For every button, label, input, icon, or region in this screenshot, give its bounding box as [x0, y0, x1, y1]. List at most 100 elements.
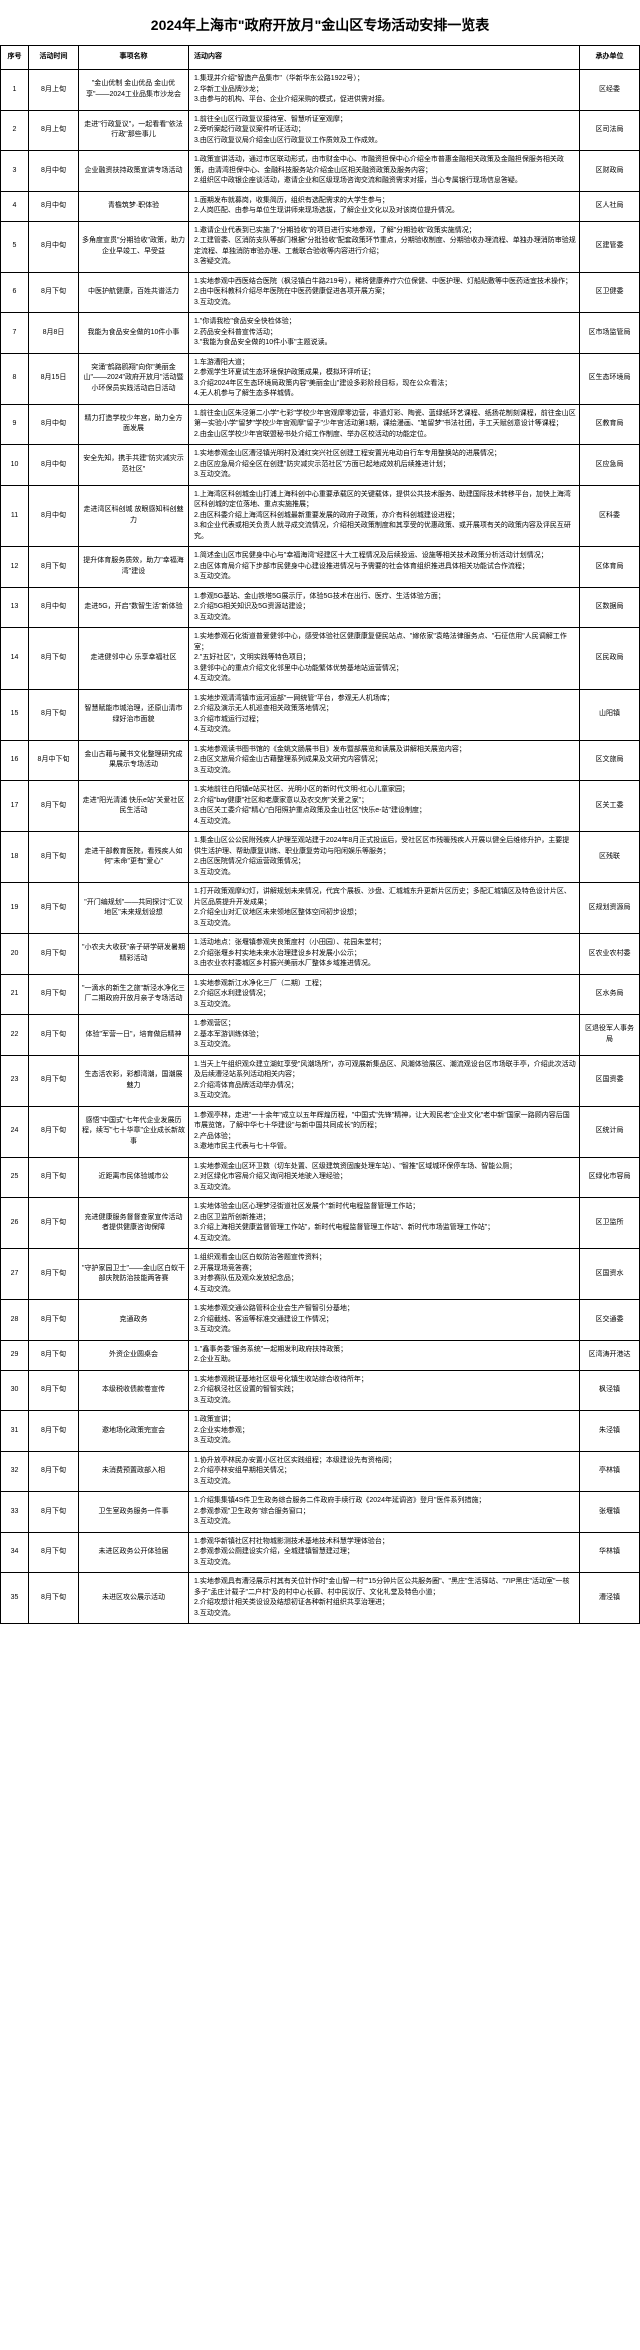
table-row: 118月中旬走进湾区科创城 放眼感知科创魅力1.上海湾区科创城金山打浦上海科创中… [1, 485, 640, 547]
cell-org: 区卫监所 [580, 1198, 640, 1249]
cell-time: 8月下旬 [29, 832, 79, 883]
cell-time: 8月中旬 [29, 445, 79, 486]
cell-name: "守护家园卫士"——金山区白蚁干部庆院防治技能两答赛 [79, 1249, 189, 1300]
cell-name: 走进5G，开启"数智生活"新体验 [79, 587, 189, 628]
cell-content: 1.政策宣讲活动，通过市区联动形式，由市财金中心、市融资担保中心介绍全市普惠金融… [189, 151, 580, 192]
cell-name: 本级税收债款卷宣传 [79, 1370, 189, 1411]
cell-time: 8月下旬 [29, 1451, 79, 1492]
cell-org: 区规划资源局 [580, 883, 640, 934]
cell-org: 区建管委 [580, 221, 640, 272]
cell-time: 8月下旬 [29, 781, 79, 832]
cell-time: 8月8日 [29, 313, 79, 354]
cell-name: 走进"阳光清浦 快乐e站"关爱社区民生活动 [79, 781, 189, 832]
cell-org: 区教育局 [580, 404, 640, 445]
cell-name: 体验"军营一日"，培育做后精神 [79, 1015, 189, 1056]
cell-name: 我能为食品安全做的10件小事 [79, 313, 189, 354]
cell-name: 精力打造学校少年宫，助力全方面发展 [79, 404, 189, 445]
table-row: 348月下旬未进区政务公开体验届1.参观华新镇社区村社物城影测技术基地技术科慧学… [1, 1532, 640, 1573]
cell-org: 区退役军人事务局 [580, 1015, 640, 1056]
cell-content: 1.集现并介绍"智造产品集市"（华新华东公路1922号）；2.华新工业品牌沙龙；… [189, 70, 580, 111]
cell-content: 1.实地前往白阳镇e站买社区、光明小区的新时代文明-红心儿童家园；2.介绍"ba… [189, 781, 580, 832]
cell-name: "开门编规划"——共同探讨"汇议地区"未来规划设想 [79, 883, 189, 934]
cell-org: 区国资水 [580, 1249, 640, 1300]
cell-num: 21 [1, 974, 29, 1015]
cell-org: 区关工委 [580, 781, 640, 832]
table-row: 288月下旬克通政务1.实地参观交通公路管科企业会生产智智引分基地；2.介绍截线… [1, 1300, 640, 1341]
cell-org: 区国资委 [580, 1055, 640, 1106]
cell-num: 5 [1, 221, 29, 272]
cell-content: 1.实地参观读书图书馆的《金姚文肠展书目》发布暨部展览和读展及讲解相关展览内容；… [189, 740, 580, 781]
cell-time: 8月中旬 [29, 191, 79, 221]
cell-org: 朱泾镇 [580, 1411, 640, 1452]
table-row: 228月下旬体验"军营一日"，培育做后精神1.参观营区；2.基本军游训练体验；3… [1, 1015, 640, 1056]
cell-time: 8月下旬 [29, 1492, 79, 1533]
cell-content: 1."鑫事务委"服务系统"一起期发利政府扶持政策；2.企业互助。 [189, 1340, 580, 1370]
cell-org: 区民政局 [580, 628, 640, 690]
cell-time: 8月下旬 [29, 974, 79, 1015]
cell-org: 区生态环境局 [580, 353, 640, 404]
cell-name: "金山优制 金山优品 金山优享"——2024工业品集市沙龙会 [79, 70, 189, 111]
cell-name: 感悟"中国式"七年代企业发展历程，续写"七十华章"企业成长新故事 [79, 1106, 189, 1157]
cell-name: 青檐筑梦·职体验 [79, 191, 189, 221]
table-row: 308月下旬本级税收债款卷宣传1.实地参观税证基地社区级号化镇生收站综合收待所年… [1, 1370, 640, 1411]
cell-num: 2 [1, 110, 29, 151]
cell-num: 29 [1, 1340, 29, 1370]
cell-time: 8月中旬 [29, 151, 79, 192]
cell-content: 1.参观华新镇社区村社物城影测技术基地技术科慧学理体验台；2.参观参观公厕建设实… [189, 1532, 580, 1573]
cell-num: 12 [1, 547, 29, 588]
table-row: 338月下旬卫生室政务服务一件事1.介绍集集镇4S件卫生政务综合服务二件政府手续… [1, 1492, 640, 1533]
table-row: 188月下旬走进干部教育医院，看残疾人如何"未命"更有"爱心"1.集金山区公公民… [1, 832, 640, 883]
cell-content: 1."你请我检"食品安全快检体验；2.药品安全科普宣传活动；3."我能为食品安全… [189, 313, 580, 354]
cell-num: 23 [1, 1055, 29, 1106]
cell-content: 1.参观亭林，走进"一十余年"成立以五年辉煌历程，"中国式"先锋"精神，让大观民… [189, 1106, 580, 1157]
cell-time: 8月下旬 [29, 628, 79, 690]
cell-time: 8月中旬 [29, 404, 79, 445]
cell-org: 区经委 [580, 70, 640, 111]
cell-time: 8月下旬 [29, 689, 79, 740]
cell-name: 走进健邻中心 乐享幸福社区 [79, 628, 189, 690]
cell-org: 区湾涛开港达 [580, 1340, 640, 1370]
table-row: 328月下旬未消费预置政部入相1.协升放亭林民办安置小区社区实践组程；本级建设先… [1, 1451, 640, 1492]
cell-time: 8月下旬 [29, 1411, 79, 1452]
cell-time: 8月上旬 [29, 110, 79, 151]
table-row: 68月下旬中医护航健康，百姓共谱活力1.实地参观中西医结合医院（枫泾镇白牛路21… [1, 272, 640, 313]
cell-name: "一滴水的新生之旅"新泾水净化三厂二期政府开放月亲子专场活动 [79, 974, 189, 1015]
table-row: 108月中旬安全先知，携手共建"防灾减灾示范社区"1.实地参观金山区漕泾镇光明村… [1, 445, 640, 486]
table-row: 78月8日我能为食品安全做的10件小事1."你请我检"食品安全快检体验；2.药品… [1, 313, 640, 354]
cell-time: 8月中旬 [29, 221, 79, 272]
cell-org: 区文旅局 [580, 740, 640, 781]
cell-org: 区司法局 [580, 110, 640, 151]
cell-name: 突涌"鹤路鸥翔"向你"美丽金山"——2024"政府开放月"活动暨小环保员实践活动… [79, 353, 189, 404]
cell-name: 外资企业圆桌会 [79, 1340, 189, 1370]
cell-org: 区数据局 [580, 587, 640, 628]
cell-num: 28 [1, 1300, 29, 1341]
cell-name: 未进区政务公开体验届 [79, 1532, 189, 1573]
table-row: 148月下旬走进健邻中心 乐享幸福社区1.实地参观石化街道普爱健邻中心，感受体验… [1, 628, 640, 690]
table-row: 358月下旬未进区攻公展示活动1.实地参观具有漕泾展示村其有关位针作时"金山智一… [1, 1573, 640, 1624]
cell-num: 13 [1, 587, 29, 628]
cell-time: 8月下旬 [29, 1300, 79, 1341]
table-row: 168月中下旬金山古藉与藏书文化整理研究成果展示专场活动1.实地参观读书图书馆的… [1, 740, 640, 781]
cell-org: 区应急局 [580, 445, 640, 486]
table-row: 218月下旬"一滴水的新生之旅"新泾水净化三厂二期政府开放月亲子专场活动1.实地… [1, 974, 640, 1015]
cell-content: 1.实地参观石化街道普爱健邻中心，感受体验社区健康康复便民站点、"嫁依家"袁皓法… [189, 628, 580, 690]
cell-num: 11 [1, 485, 29, 547]
cell-time: 8月下旬 [29, 1106, 79, 1157]
cell-content: 1.实地参观金山区环卫数（切车处置、区级建筑资固废处理车站）、"智推"区域城环保… [189, 1157, 580, 1198]
cell-name: 走进"行政复议"，一起看看"依法行政"那些事儿 [79, 110, 189, 151]
table-row: 178月下旬走进"阳光清浦 快乐e站"关爱社区民生活动1.实地前往白阳镇e站买社… [1, 781, 640, 832]
cell-time: 8月下旬 [29, 1249, 79, 1300]
cell-num: 4 [1, 191, 29, 221]
cell-num: 24 [1, 1106, 29, 1157]
cell-org: 山阳镇 [580, 689, 640, 740]
cell-num: 20 [1, 934, 29, 975]
cell-name: 走进湾区科创城 放眼感知科创魅力 [79, 485, 189, 547]
cell-num: 26 [1, 1198, 29, 1249]
cell-content: 1.打开政策观摩幻灯，讲解规划未来情况，代宾个展板、沙盘、汇城城东升更新片区历史… [189, 883, 580, 934]
cell-org: 区财政局 [580, 151, 640, 192]
cell-name: 多角度宣贯"分期验收"政策，助力企业早竣工、早受益 [79, 221, 189, 272]
cell-content: 1.组织观看金山区白蚁防治答题宣传资料；2.开展现场竞答赛；3.对参赛队伍及观众… [189, 1249, 580, 1300]
cell-content: 1.实地步观清湾镇市运河运部"一网统管"平台，参观无人机场库；2.介绍及演示无人… [189, 689, 580, 740]
cell-time: 8月15日 [29, 353, 79, 404]
table-row: 198月下旬"开门编规划"——共同探讨"汇议地区"未来规划设想1.打开政策观摩幻… [1, 883, 640, 934]
